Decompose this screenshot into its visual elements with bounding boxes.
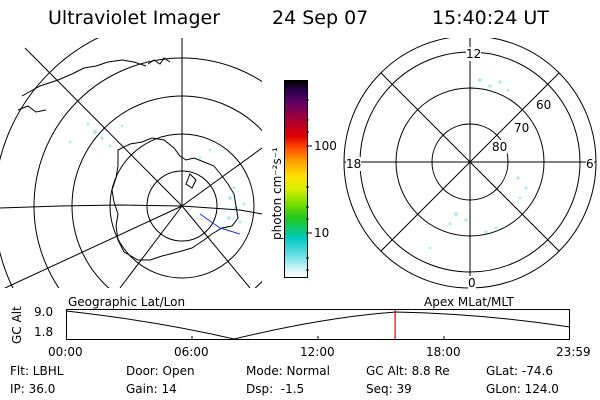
x-tick-1200: 12:00 (300, 345, 335, 359)
status-gc-alt: GC Alt: 8.8 Re (366, 364, 450, 378)
status-seq: Seq: 39 (366, 382, 412, 396)
mlt-label-12: 12 (466, 47, 482, 61)
lat-label-60: 60 (536, 98, 552, 112)
x-tick-1800: 18:00 (426, 345, 461, 359)
app-title: Ultraviolet Imager (48, 7, 221, 29)
mlt-label-6: 6 (586, 157, 594, 171)
time-label: 15:40:24 UT (432, 7, 549, 29)
right-map-caption: Apex MLat/MLT (424, 295, 514, 309)
colorbar-ticks (306, 99, 312, 271)
status-mode: Mode: Normal (246, 364, 330, 378)
status-door: Door: Open (126, 364, 195, 378)
colorbar-tick-10: 10 (314, 226, 330, 240)
altitude-plot[interactable] (66, 309, 571, 341)
altitude-ymax: 9.0 (34, 305, 54, 319)
status-dsp: Dsp: -1.5 (246, 382, 305, 396)
colorbar-unit-label: photon cm⁻²s⁻¹ (270, 147, 284, 240)
mlt-label-0: 0 (468, 276, 476, 290)
status-glon: GLon: 124.0 (486, 382, 559, 396)
altitude-ymin: 1.8 (34, 325, 54, 339)
left-map-caption: Geographic Lat/Lon (68, 295, 186, 309)
x-tick-0000: 00:00 (48, 345, 83, 359)
aurora-emission-right (428, 78, 528, 250)
x-tick-2359: 23:59 (556, 345, 591, 359)
status-ip: IP: 36.0 (10, 382, 56, 396)
altitude-curve (66, 310, 571, 340)
status-gain: Gain: 14 (126, 382, 177, 396)
lat-label-80: 80 (492, 140, 508, 154)
date-label: 24 Sep 07 (272, 7, 369, 29)
status-glat: GLat: -74.6 (486, 364, 553, 378)
aurora-emission-left (68, 122, 246, 230)
altitude-ylabel: GC Alt (10, 306, 24, 344)
intensity-colorbar (284, 80, 308, 278)
lat-label-70: 70 (514, 121, 530, 135)
mlt-label-18: 18 (346, 157, 362, 171)
status-filter: Flt: LBHL (10, 364, 64, 378)
magnetic-polar-plot[interactable] (330, 38, 600, 296)
geographic-map[interactable] (0, 38, 262, 288)
colorbar-tick-100: 100 (314, 139, 337, 153)
x-tick-0600: 06:00 (174, 345, 209, 359)
